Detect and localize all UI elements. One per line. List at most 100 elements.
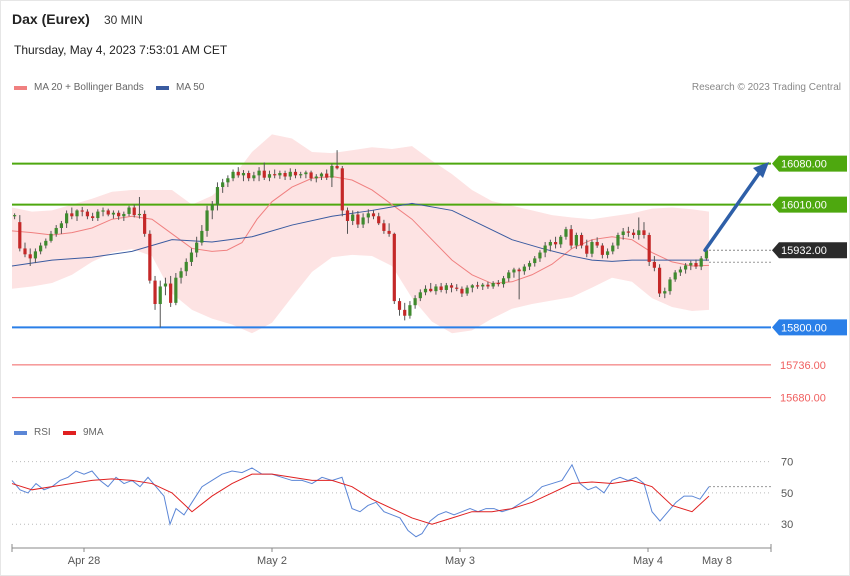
candle xyxy=(85,209,90,220)
candle-body xyxy=(439,286,443,290)
candle-body xyxy=(59,223,64,228)
candle xyxy=(673,270,677,282)
candle xyxy=(283,170,287,181)
candle xyxy=(564,226,568,240)
candle xyxy=(137,196,142,219)
candle-body xyxy=(49,233,53,241)
candle-body xyxy=(429,288,433,292)
candle-body xyxy=(683,265,688,270)
candle-body xyxy=(283,173,287,177)
candle xyxy=(616,232,620,250)
candle xyxy=(163,277,168,296)
candle-body xyxy=(574,235,578,246)
candle xyxy=(210,201,214,220)
candle xyxy=(106,208,110,217)
ma20-legend-label: MA 20 + Bollinger Bands xyxy=(34,82,144,93)
rsi-ma-line xyxy=(11,473,710,525)
candle xyxy=(231,169,235,182)
candle xyxy=(699,256,703,271)
candle xyxy=(96,209,100,221)
candle xyxy=(548,239,552,252)
candle xyxy=(127,205,131,217)
candle-body xyxy=(564,229,568,237)
candle xyxy=(465,285,469,296)
candle xyxy=(122,211,126,221)
candle xyxy=(507,270,511,282)
candle-body xyxy=(418,292,422,299)
candle-body xyxy=(335,165,339,169)
candle-body xyxy=(148,233,152,281)
candle xyxy=(148,230,152,284)
candle-body xyxy=(101,210,105,212)
candle xyxy=(595,237,599,248)
candle xyxy=(65,210,69,228)
candle-body xyxy=(195,242,199,253)
candle xyxy=(314,174,318,183)
time-tick-label: May 4 xyxy=(633,555,663,567)
candle xyxy=(574,232,578,250)
candle-body xyxy=(127,207,131,214)
candle-body xyxy=(111,212,116,215)
ma50-swatch xyxy=(156,85,169,90)
candle-body xyxy=(205,210,209,231)
candle xyxy=(267,170,272,182)
candle xyxy=(340,165,344,217)
candle-body xyxy=(616,235,620,246)
legend-rsi-ma: 9MA xyxy=(63,427,104,438)
candle xyxy=(325,169,329,181)
candle xyxy=(631,229,636,239)
rsi-tick-label-50: 50 xyxy=(781,488,793,500)
candle xyxy=(397,298,402,316)
candle xyxy=(273,169,277,179)
candle-body xyxy=(533,258,537,264)
candle xyxy=(153,275,157,310)
candle-body xyxy=(210,204,214,211)
level-tag-16080.00 xyxy=(772,155,847,172)
candle-body xyxy=(642,230,646,235)
timeframe-label[interactable]: 30 MIN xyxy=(104,13,143,27)
candle-body xyxy=(117,212,121,217)
candle xyxy=(179,267,183,284)
candle xyxy=(351,210,355,226)
candle xyxy=(382,219,386,234)
candle-body xyxy=(559,236,563,245)
candle-body xyxy=(434,286,438,292)
candle-body xyxy=(699,258,703,267)
candle-body xyxy=(652,261,656,268)
candle xyxy=(377,212,381,226)
candle-body xyxy=(631,232,636,235)
candle xyxy=(33,248,38,264)
candle xyxy=(517,267,521,300)
level-label-15932.00: 15932.00 xyxy=(781,245,827,257)
candle-body xyxy=(267,174,272,178)
candle-body xyxy=(465,287,469,294)
candle-body xyxy=(252,175,256,179)
candle-body xyxy=(44,240,48,246)
candle xyxy=(527,260,532,271)
candle-body xyxy=(221,182,225,188)
candle xyxy=(335,150,339,170)
time-tick-label: Apr 28 xyxy=(68,555,100,567)
candle-body xyxy=(153,280,157,305)
candle-body xyxy=(569,229,573,246)
candle xyxy=(101,207,105,217)
candle xyxy=(392,232,396,305)
candle-body xyxy=(169,283,173,303)
candle xyxy=(221,178,225,193)
candle-body xyxy=(449,285,454,288)
candle-body xyxy=(678,269,682,273)
candle xyxy=(657,264,662,297)
candle-body xyxy=(75,210,79,217)
candle-body xyxy=(13,215,17,217)
candle-body xyxy=(70,213,74,217)
candle-body xyxy=(694,263,698,267)
candle xyxy=(522,264,526,275)
candle xyxy=(470,284,474,293)
candle xyxy=(439,282,443,293)
candle-body xyxy=(377,216,381,224)
candle-body xyxy=(132,207,136,216)
candle-body xyxy=(491,282,495,287)
candle xyxy=(23,242,27,258)
candle xyxy=(39,242,43,255)
candle-body xyxy=(611,245,615,252)
